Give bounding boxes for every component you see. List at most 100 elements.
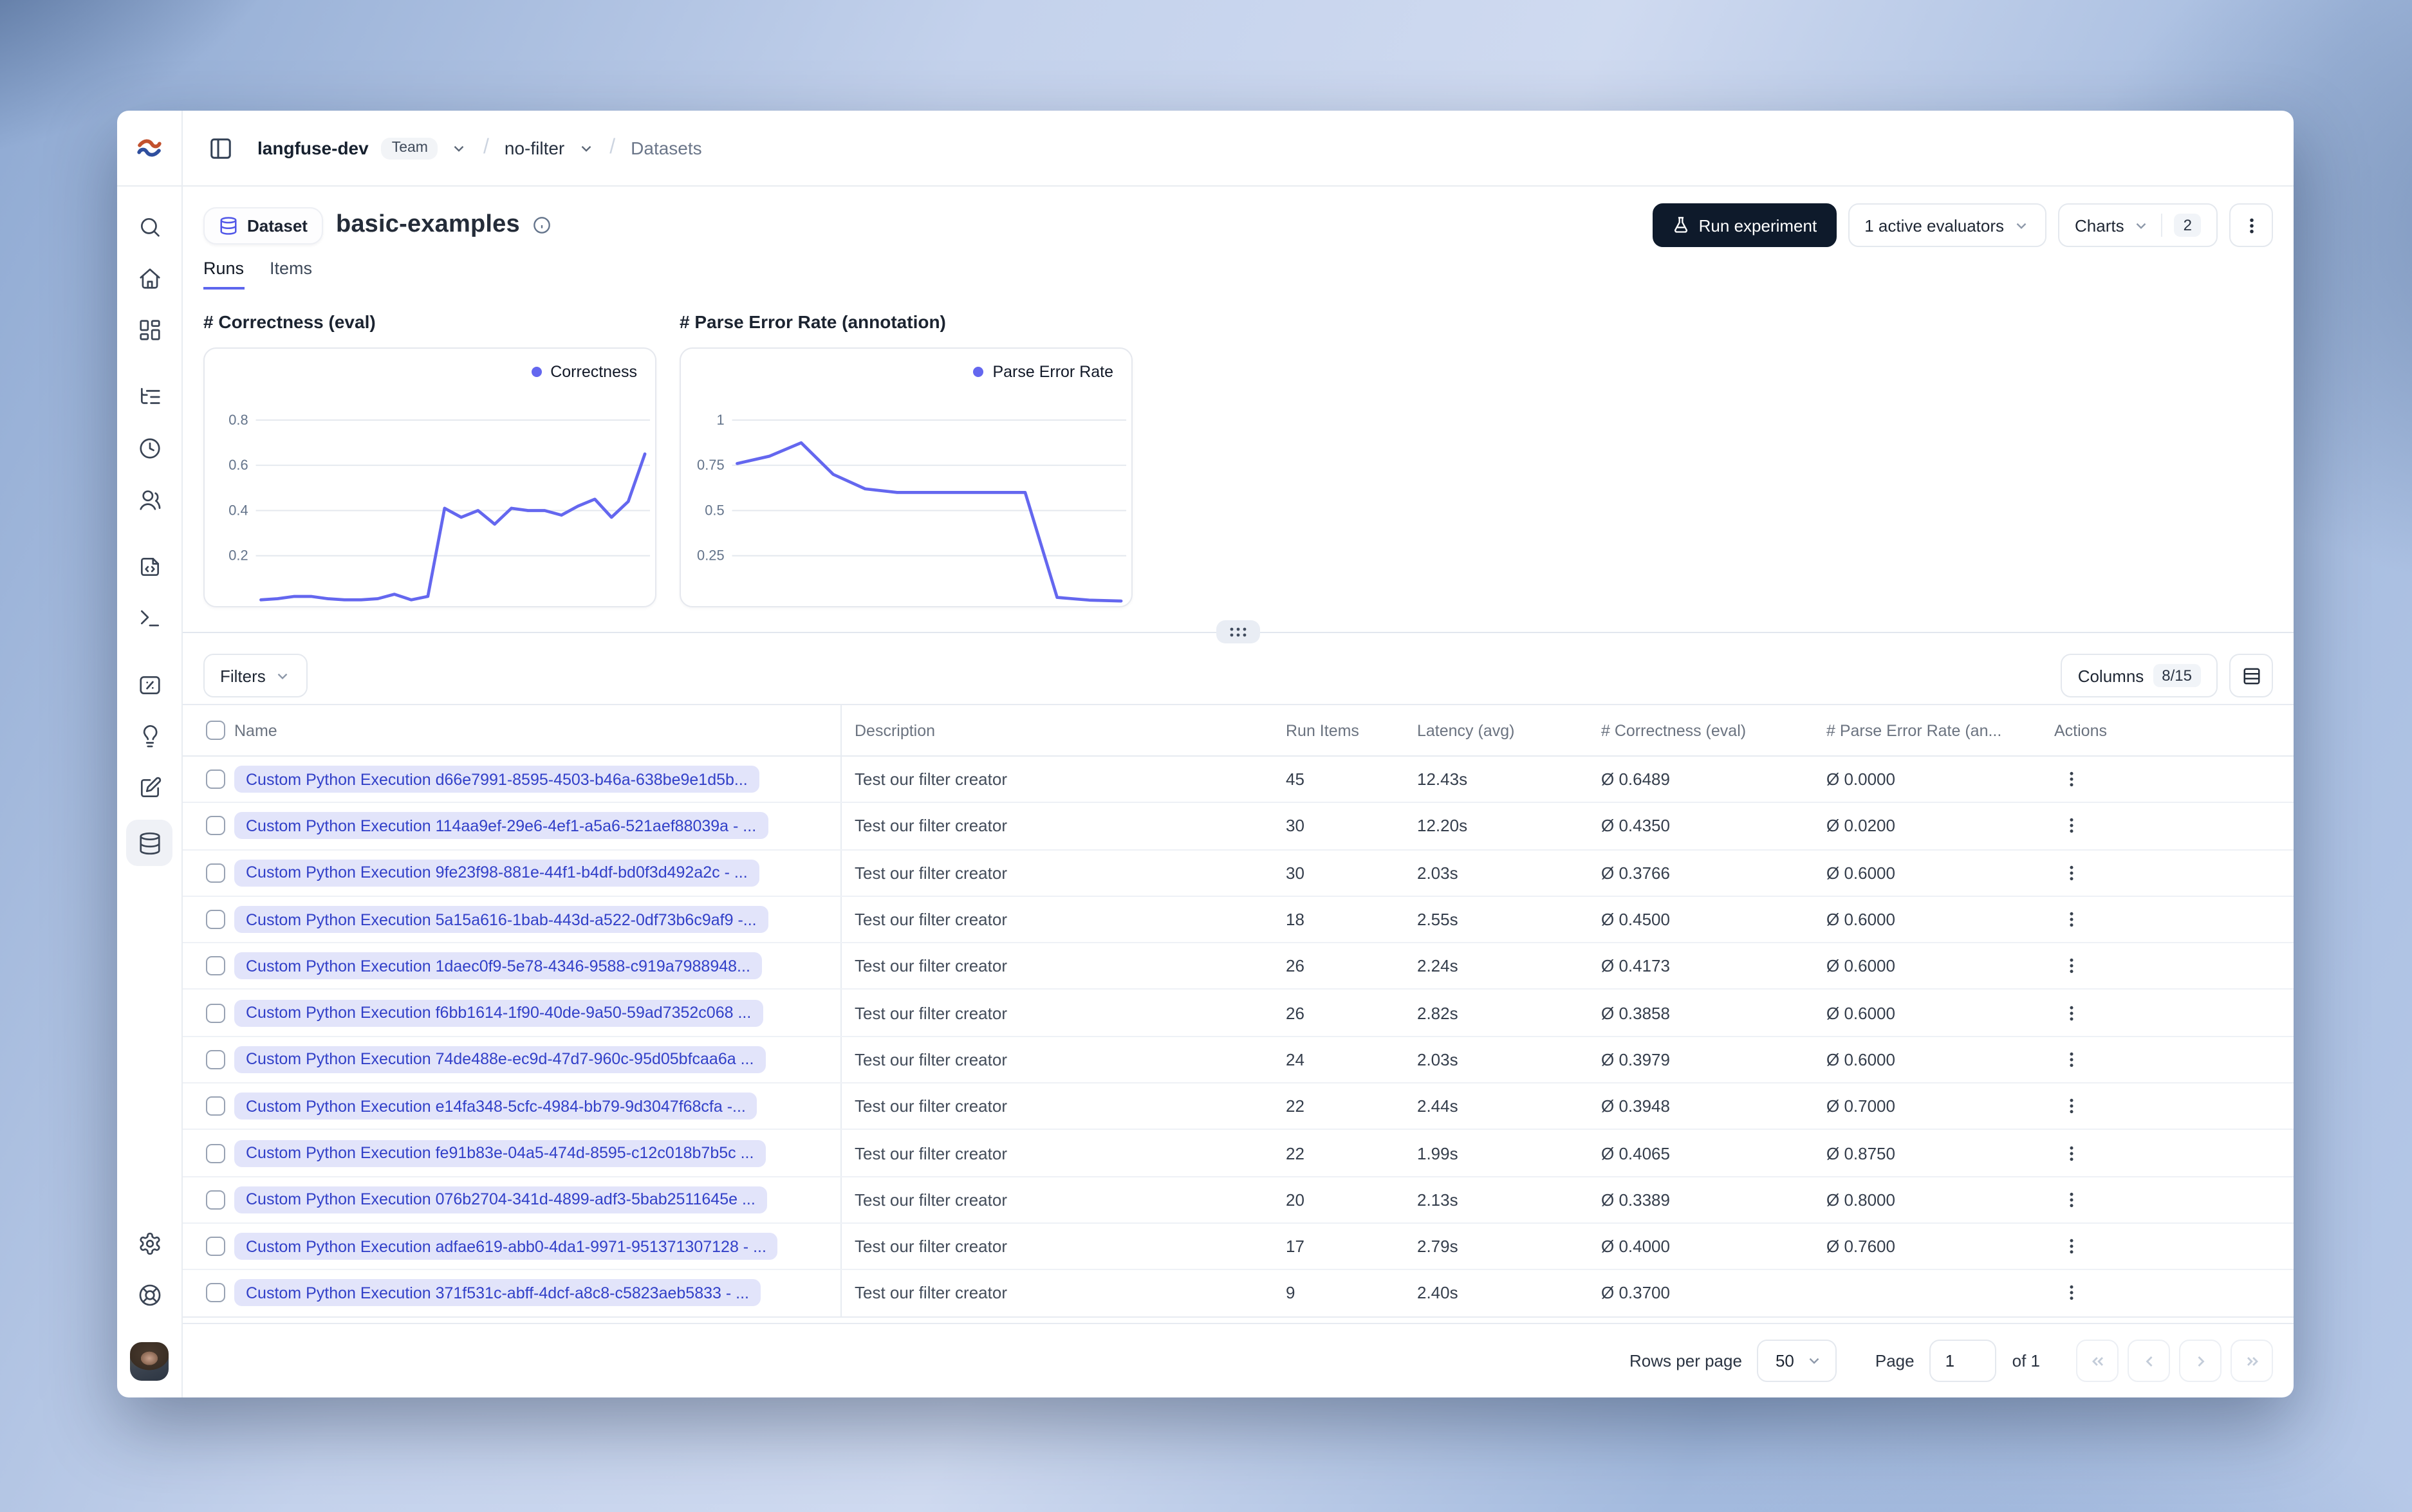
row-actions-button[interactable] — [2054, 1183, 2088, 1217]
row-actions-button[interactable] — [2054, 1136, 2088, 1170]
row-checkbox[interactable] — [206, 816, 225, 836]
info-icon — [533, 217, 550, 234]
run-name-link[interactable]: Custom Python Execution d66e7991-8595-45… — [234, 766, 759, 793]
page-title: basic-examples — [335, 211, 520, 238]
run-name-link[interactable]: Custom Python Execution 5a15a616-1bab-44… — [234, 906, 768, 934]
breadcrumb-bar: langfuse-dev Team / no-filter / Datasets — [183, 111, 2294, 187]
table-toolbar: Filters Columns 8/15 — [183, 647, 2294, 704]
charts-dropdown[interactable]: Charts 2 — [2058, 203, 2218, 247]
sidebar-bottom — [117, 1224, 181, 1397]
next-page-button[interactable] — [2179, 1340, 2222, 1382]
run-name-link[interactable]: Custom Python Execution fe91b83e-04a5-47… — [234, 1139, 766, 1167]
chart-legend: Parse Error Rate — [973, 363, 1113, 381]
row-checkbox[interactable] — [206, 1049, 225, 1069]
row-height-button[interactable] — [2229, 654, 2273, 697]
breadcrumb-section[interactable]: Datasets — [631, 138, 702, 158]
run-name-link[interactable]: Custom Python Execution 114aa9ef-29e6-4e… — [234, 812, 768, 840]
sidebar-item-support[interactable] — [126, 1275, 172, 1314]
run-name-link[interactable]: Custom Python Execution f6bb1614-1f90-40… — [234, 999, 763, 1027]
tab-runs[interactable]: Runs — [203, 259, 245, 290]
sidebar-item-scores[interactable] — [126, 665, 172, 704]
breadcrumb-separator: / — [483, 136, 489, 158]
sidebar-item-datasets[interactable] — [126, 820, 172, 866]
row-actions-button[interactable] — [2054, 903, 2088, 936]
run-name-link[interactable]: Custom Python Execution adfae619-abb0-4d… — [234, 1233, 778, 1260]
select-all-checkbox[interactable] — [206, 721, 225, 740]
run-latency: 2.82s — [1417, 1003, 1458, 1023]
sidebar-item-users[interactable] — [126, 480, 172, 519]
rows-per-page-select[interactable]: 50 — [1757, 1340, 1837, 1382]
row-actions-button[interactable] — [2054, 996, 2088, 1029]
columns-button[interactable]: Columns 8/15 — [2061, 654, 2218, 697]
breadcrumb-project[interactable]: no-filter — [504, 138, 565, 158]
row-checkbox[interactable] — [206, 910, 225, 930]
sidebar-item-settings[interactable] — [126, 1224, 172, 1262]
run-name-link[interactable]: Custom Python Execution 076b2704-341d-48… — [234, 1186, 767, 1213]
previous-page-button[interactable] — [2128, 1340, 2170, 1382]
page-more-actions-button[interactable] — [2229, 203, 2273, 247]
sidebar-item-tracing[interactable] — [126, 377, 172, 416]
row-checkbox[interactable] — [206, 1143, 225, 1163]
support-icon — [138, 1284, 160, 1305]
run-name-link[interactable]: Custom Python Execution 9fe23f98-881e-44… — [234, 859, 759, 887]
row-checkbox[interactable] — [206, 1237, 225, 1257]
tab-items[interactable]: Items — [270, 259, 313, 278]
row-actions-button[interactable] — [2054, 1043, 2088, 1076]
sidebar-item-playground[interactable] — [126, 598, 172, 637]
evaluators-dropdown[interactable]: 1 active evaluators — [1848, 203, 2047, 247]
sidebar-item-dashboard[interactable] — [126, 310, 172, 349]
row-checkbox[interactable] — [206, 1003, 225, 1023]
run-description: Test our filter creator — [855, 1003, 1007, 1023]
dataset-info-button[interactable] — [533, 216, 551, 234]
first-page-button[interactable] — [2076, 1340, 2119, 1382]
evaluation-icon — [142, 724, 157, 747]
column-header-name[interactable]: Name — [234, 705, 842, 755]
row-actions-button[interactable] — [2054, 856, 2088, 889]
column-header-description[interactable]: Description — [855, 721, 936, 739]
row-checkbox[interactable] — [206, 1190, 225, 1210]
user-avatar[interactable] — [130, 1342, 169, 1381]
row-actions-button[interactable] — [2054, 1277, 2088, 1310]
run-name-link[interactable]: Custom Python Execution 74de488e-ec9d-47… — [234, 1046, 766, 1073]
run-name-link[interactable]: Custom Python Execution 371f531c-abff-4d… — [234, 1279, 761, 1307]
sidebar-item-search[interactable] — [126, 207, 172, 246]
sidebar-toggle-button[interactable] — [203, 131, 237, 165]
run-latency: 12.43s — [1417, 770, 1468, 789]
row-actions-button[interactable] — [2054, 1230, 2088, 1263]
langfuse-logo[interactable] — [117, 111, 181, 187]
grip-dots-icon — [1230, 627, 1247, 637]
column-header-correctness[interactable]: # Correctness (eval) — [1601, 721, 1747, 739]
row-actions-button[interactable] — [2054, 950, 2088, 983]
run-name-link[interactable]: Custom Python Execution e14fa348-5cfc-49… — [234, 1093, 757, 1120]
row-checkbox[interactable] — [206, 1283, 225, 1303]
sidebar-item-prompts[interactable] — [126, 547, 172, 585]
column-header-run-items[interactable]: Run Items — [1286, 721, 1359, 739]
row-actions-button[interactable] — [2054, 1089, 2088, 1123]
breadcrumb-org[interactable]: langfuse-dev — [257, 138, 369, 158]
sidebar-item-sessions[interactable] — [126, 429, 172, 467]
last-page-button[interactable] — [2231, 1340, 2273, 1382]
chart-title: # Parse Error Rate (annotation) — [680, 311, 946, 332]
annotation-icon — [140, 776, 161, 797]
run-correctness: Ø 0.3948 — [1601, 1096, 1670, 1116]
column-header-latency[interactable]: Latency (avg) — [1417, 721, 1515, 739]
column-header-parse-error-rate[interactable]: # Parse Error Rate (an... — [1826, 721, 2002, 739]
sidebar-item-home[interactable] — [126, 259, 172, 297]
row-actions-button[interactable] — [2054, 762, 2088, 796]
legend-dot — [973, 367, 984, 377]
filters-button[interactable]: Filters — [203, 654, 308, 697]
row-actions-button[interactable] — [2054, 809, 2088, 843]
row-checkbox[interactable] — [206, 1096, 225, 1116]
row-checkbox[interactable] — [206, 956, 225, 976]
run-experiment-button[interactable]: Run experiment — [1652, 203, 1837, 247]
sidebar-item-evaluation[interactable] — [126, 717, 172, 755]
project-switcher-button[interactable] — [577, 140, 594, 156]
org-switcher-button[interactable] — [451, 140, 468, 156]
page-number-input[interactable] — [1929, 1340, 1997, 1382]
sidebar-item-annotation[interactable] — [126, 768, 172, 807]
run-name-link[interactable]: Custom Python Execution 1daec0f9-5e78-43… — [234, 952, 762, 980]
run-correctness: Ø 0.3858 — [1601, 1003, 1670, 1023]
panel-resize-handle[interactable] — [1216, 620, 1260, 643]
row-checkbox[interactable] — [206, 863, 225, 883]
row-checkbox[interactable] — [206, 770, 225, 789]
